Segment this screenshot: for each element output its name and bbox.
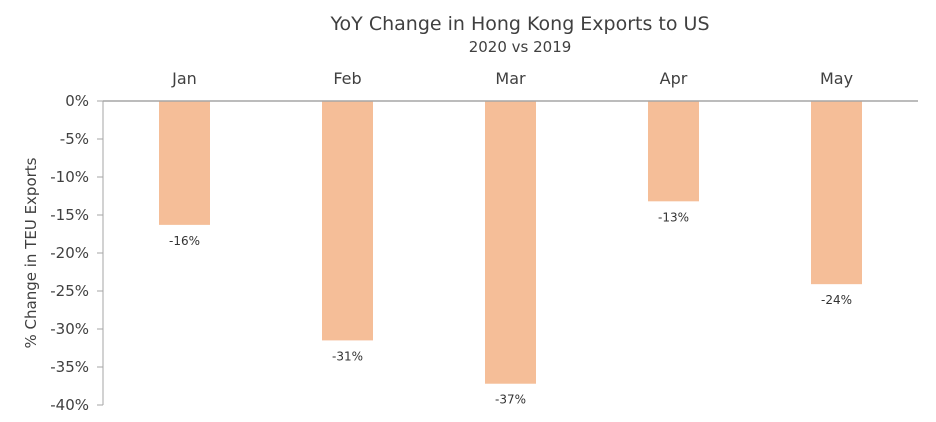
y-axis-label: % Change in TEU Exports <box>22 157 40 348</box>
y-tick-label: -35% <box>50 358 89 376</box>
y-tick-label: -25% <box>50 282 89 300</box>
bar-feb <box>322 101 373 341</box>
y-tick-label: -20% <box>50 244 89 262</box>
y-tick-label: -5% <box>60 130 89 148</box>
bars <box>159 101 862 384</box>
y-tick-label: -15% <box>50 206 89 224</box>
bar-mar <box>485 101 536 384</box>
data-label: -24% <box>821 293 852 307</box>
y-ticks: 0% -5% -10% -15% -20% -25% -30% -35% -40% <box>50 92 103 414</box>
data-label: -37% <box>495 393 526 407</box>
category-label: Mar <box>495 69 526 88</box>
data-label: -13% <box>658 210 689 224</box>
category-label: Feb <box>333 69 361 88</box>
bar-jan <box>159 101 210 225</box>
category-label: Jan <box>171 69 197 88</box>
y-tick-label: -40% <box>50 396 89 414</box>
category-labels: Jan Feb Mar Apr May <box>171 69 853 88</box>
data-label: -31% <box>332 349 363 363</box>
category-label: May <box>820 69 853 88</box>
category-label: Apr <box>660 69 688 88</box>
y-tick-label: -10% <box>50 168 89 186</box>
data-label: -16% <box>169 234 200 248</box>
data-labels: -16% -31% -37% -13% -24% <box>169 210 852 406</box>
bar-apr <box>648 101 699 202</box>
y-tick-label: -30% <box>50 320 89 338</box>
chart-subtitle: 2020 vs 2019 <box>469 38 572 56</box>
y-tick-label: 0% <box>65 92 89 110</box>
chart-title: YoY Change in Hong Kong Exports to US <box>329 13 709 35</box>
bar-may <box>811 101 862 285</box>
